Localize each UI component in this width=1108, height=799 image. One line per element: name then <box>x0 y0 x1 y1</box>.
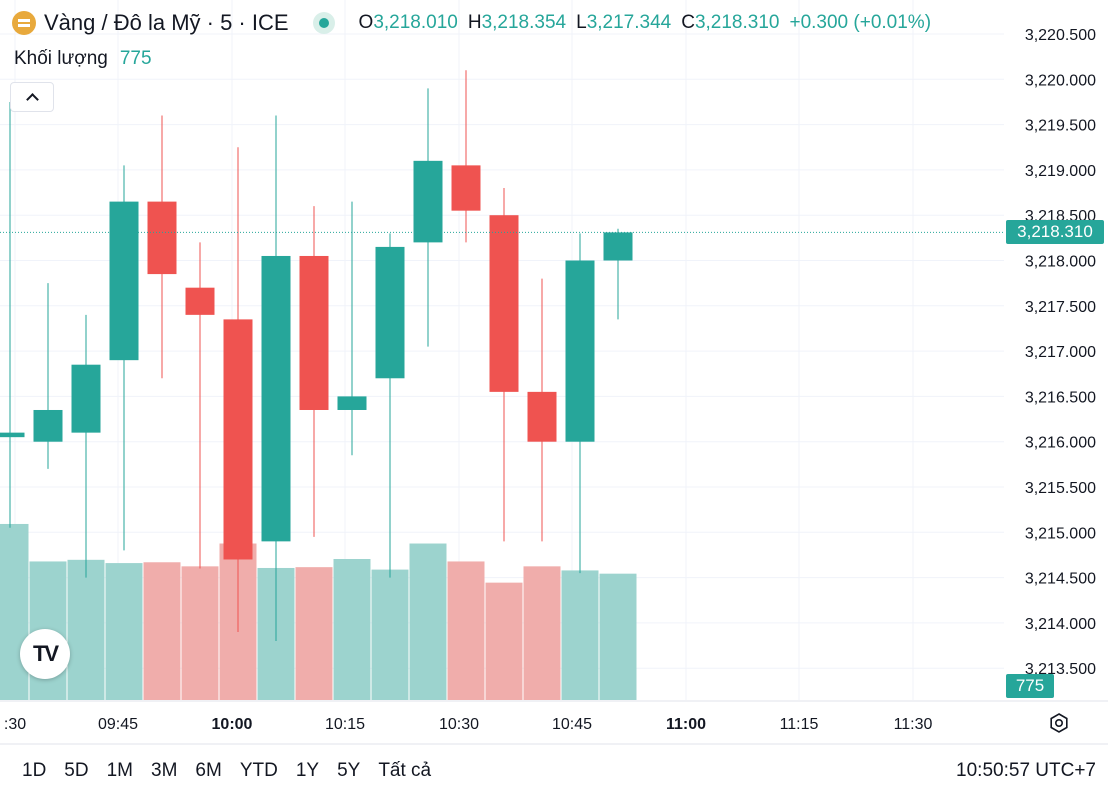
gold-bars-icon <box>12 11 36 35</box>
volume-bar <box>523 566 561 700</box>
settings-gear-icon[interactable] <box>1048 712 1070 734</box>
x-tick-label: 11:00 <box>666 716 706 733</box>
candle-body <box>527 391 557 442</box>
candle-body <box>33 409 63 442</box>
volume-bar <box>295 567 333 700</box>
y-tick-label: 3,220.500 <box>1025 27 1096 44</box>
ohlc-open-value: 3,218.010 <box>373 12 458 33</box>
last-volume-label: 775 <box>1006 674 1054 698</box>
volume-bar <box>105 563 143 700</box>
candle-body <box>299 255 329 410</box>
volume-legend-value: 775 <box>119 48 152 69</box>
y-tick-label: 3,215.000 <box>1025 525 1096 542</box>
chevron-up-icon <box>25 93 39 106</box>
y-tick-label: 3,219.500 <box>1025 118 1096 135</box>
candle-body <box>451 165 481 211</box>
range-ytd-button[interactable]: YTD <box>239 760 278 781</box>
candle-body <box>71 364 101 433</box>
symbol-title[interactable]: Vàng / Đô la Mỹ · 5 · ICE <box>44 10 289 35</box>
ohlc-close-value: 3,218.310 <box>694 12 780 33</box>
range-all-button[interactable]: Tất cả <box>378 760 432 781</box>
range-selector: 1D 5D 1M 3M 6M YTD 1Y 5Y Tất cả <box>22 760 431 782</box>
volume-legend-label: Khối lượng <box>14 48 108 69</box>
candle-body <box>147 201 177 275</box>
candle-body <box>489 215 519 392</box>
range-1d-button[interactable]: 1D <box>22 760 47 781</box>
range-5y-button[interactable]: 5Y <box>337 760 361 781</box>
ohlc-high-value: 3,218.354 <box>481 12 567 33</box>
candle-body <box>565 260 595 442</box>
y-tick-label: 3,214.000 <box>1025 616 1096 633</box>
y-tick-label: 3,220.000 <box>1025 72 1096 89</box>
candle-body <box>109 201 139 361</box>
volume-bar <box>67 559 105 700</box>
volume-bar <box>0 523 29 700</box>
ohlc-change: +0.300 (+0.01%) <box>789 12 932 33</box>
range-1m-button[interactable]: 1M <box>106 760 133 781</box>
y-tick-label: 3,215.500 <box>1025 480 1096 497</box>
ohlc-key-close: C <box>681 12 695 33</box>
candle-body <box>261 255 291 542</box>
y-tick-label: 3,218.000 <box>1025 254 1096 271</box>
volume-legend[interactable]: Khối lượng 775 <box>14 48 152 70</box>
y-tick-label: 3,214.500 <box>1025 571 1096 588</box>
price-axis: 3,213.500 3,214.000 3,214.500 3,215.000 3,21… <box>1025 27 1096 678</box>
ohlc-key-high: H <box>467 12 482 33</box>
volume-bar <box>371 569 409 700</box>
candle-body <box>375 246 405 379</box>
time-axis: :30 09:45 10:00 10:15 10:30 10:45 11:00 11:15 11… <box>4 716 933 733</box>
candle-body <box>337 396 367 410</box>
range-5d-button[interactable]: 5D <box>64 760 89 781</box>
range-1y-button[interactable]: 1Y <box>295 760 320 781</box>
range-6m-button[interactable]: 6M <box>195 760 222 781</box>
collapse-legend-button[interactable] <box>10 82 54 112</box>
candle-body <box>185 287 215 315</box>
volume-bar <box>599 573 637 700</box>
y-tick-label: 3,216.500 <box>1025 389 1096 406</box>
candle-body <box>223 319 253 560</box>
candle-body <box>603 232 633 261</box>
clock-timezone[interactable]: 10:50:57 UTC+7 <box>956 760 1096 781</box>
volume-bar <box>143 562 181 700</box>
x-tick-label: 10:30 <box>439 716 479 733</box>
y-tick-label: 3,219.000 <box>1025 163 1096 180</box>
volume-bars <box>0 523 637 700</box>
candles <box>0 70 633 642</box>
range-3m-button[interactable]: 3M <box>151 760 178 781</box>
candle-body <box>0 432 25 438</box>
y-tick-label: 3,217.000 <box>1025 344 1096 361</box>
tradingview-logo-icon[interactable]: TV <box>20 629 70 679</box>
x-tick-label: 10:00 <box>212 716 253 733</box>
y-tick-label: 3,213.500 <box>1025 661 1096 678</box>
x-tick-label: 11:15 <box>780 716 819 733</box>
volume-bar <box>561 570 599 700</box>
x-tick-label: 10:15 <box>325 716 365 733</box>
volume-bar <box>333 559 371 700</box>
y-tick-label: 3,216.000 <box>1025 435 1096 452</box>
ohlc-key-low: L <box>576 12 587 33</box>
ohlc-legend: O3,218.010 H3,218.354 L3,217.344 C3,218.… <box>359 12 932 34</box>
y-tick-label: 3,217.500 <box>1025 299 1096 316</box>
candle-body <box>413 160 443 243</box>
ohlc-low-value: 3,217.344 <box>586 12 672 33</box>
x-tick-label: 11:30 <box>894 716 933 733</box>
ohlc-key-open: O <box>358 12 374 33</box>
chart-header: Vàng / Đô la Mỹ · 5 · ICE O3,218.010 H3,… <box>12 8 931 38</box>
volume-bar <box>485 582 523 700</box>
x-tick-label: 09:45 <box>98 716 138 733</box>
volume-bar <box>181 566 219 700</box>
last-price-label: 3,218.310 <box>1006 220 1104 245</box>
x-tick-label: 10:45 <box>552 716 592 733</box>
volume-bar <box>447 561 485 700</box>
market-open-dot-icon[interactable] <box>312 12 335 34</box>
volume-bar <box>409 543 447 700</box>
x-tick-label: :30 <box>4 716 26 733</box>
